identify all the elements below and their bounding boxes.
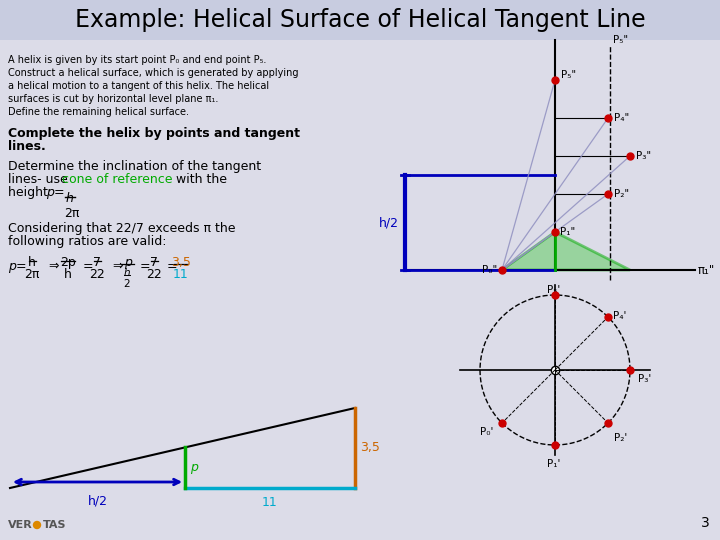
Text: p: p bbox=[190, 461, 198, 474]
Text: 3,5: 3,5 bbox=[171, 256, 191, 269]
Text: =: = bbox=[140, 260, 150, 273]
Text: height: height bbox=[8, 186, 52, 199]
Circle shape bbox=[34, 522, 40, 529]
Text: =: = bbox=[167, 260, 178, 273]
Text: p: p bbox=[124, 256, 132, 269]
Text: P₂': P₂' bbox=[614, 433, 627, 443]
Text: 2p: 2p bbox=[60, 256, 76, 269]
Text: 3: 3 bbox=[701, 516, 710, 530]
Text: h/2: h/2 bbox=[88, 494, 107, 507]
Text: P₅": P₅" bbox=[561, 70, 576, 80]
Text: h: h bbox=[64, 268, 72, 281]
Text: lines.: lines. bbox=[8, 140, 46, 153]
Text: Example: Helical Surface of Helical Tangent Line: Example: Helical Surface of Helical Tang… bbox=[75, 8, 645, 32]
Text: P₅': P₅' bbox=[547, 285, 560, 295]
Text: Complete the helix by points and tangent: Complete the helix by points and tangent bbox=[8, 127, 300, 140]
Text: following ratios are valid:: following ratios are valid: bbox=[8, 235, 166, 248]
Text: P₄": P₄" bbox=[614, 113, 629, 123]
Text: ⇒: ⇒ bbox=[112, 260, 122, 273]
Text: P₄': P₄' bbox=[613, 311, 626, 321]
Text: 7: 7 bbox=[93, 256, 101, 269]
Text: TAS: TAS bbox=[43, 520, 66, 530]
Text: Considering that 22/7 exceeds π the: Considering that 22/7 exceeds π the bbox=[8, 222, 235, 235]
Text: P₂": P₂" bbox=[614, 189, 629, 199]
Text: Determine the inclination of the tangent: Determine the inclination of the tangent bbox=[8, 160, 261, 173]
Text: p: p bbox=[46, 186, 54, 199]
Text: surfaces is cut by horizontal level plane π₁.: surfaces is cut by horizontal level plan… bbox=[8, 94, 218, 104]
Text: with the: with the bbox=[172, 173, 227, 186]
Text: P₁': P₁' bbox=[547, 459, 560, 469]
Text: 2π: 2π bbox=[64, 207, 79, 220]
Text: A helix is given by its start point P₀ and end point P₅.: A helix is given by its start point P₀ a… bbox=[8, 55, 266, 65]
Text: 11: 11 bbox=[173, 268, 189, 281]
Text: P₀': P₀' bbox=[480, 427, 493, 437]
Text: 22: 22 bbox=[146, 268, 162, 281]
Text: 3,5: 3,5 bbox=[360, 442, 380, 455]
Text: 2π: 2π bbox=[24, 268, 40, 281]
Polygon shape bbox=[502, 232, 630, 270]
Text: cone of reference: cone of reference bbox=[62, 173, 173, 186]
Text: ⇒: ⇒ bbox=[48, 260, 58, 273]
Text: P₃': P₃' bbox=[638, 374, 652, 384]
Text: =: = bbox=[16, 260, 27, 273]
Text: P₃": P₃" bbox=[636, 151, 651, 161]
Text: =: = bbox=[83, 260, 94, 273]
Text: 7: 7 bbox=[150, 256, 158, 269]
Text: h: h bbox=[124, 268, 130, 278]
Text: h: h bbox=[66, 192, 74, 205]
Text: Construct a helical surface, which is generated by applying: Construct a helical surface, which is ge… bbox=[8, 68, 299, 78]
Text: a helical motion to a tangent of this helix. The helical: a helical motion to a tangent of this he… bbox=[8, 81, 269, 91]
Text: P₁": P₁" bbox=[560, 227, 575, 237]
Text: P₅": P₅" bbox=[613, 35, 628, 45]
Text: Define the remaining helical surface.: Define the remaining helical surface. bbox=[8, 107, 189, 117]
Text: VER: VER bbox=[8, 520, 32, 530]
Text: h: h bbox=[28, 256, 36, 269]
Text: 2: 2 bbox=[124, 279, 130, 289]
Text: 22: 22 bbox=[89, 268, 105, 281]
Bar bbox=[0, 0, 720, 40]
Text: P₀": P₀" bbox=[482, 265, 498, 275]
Text: p: p bbox=[8, 260, 16, 273]
Text: 11: 11 bbox=[262, 496, 278, 509]
Text: π₁": π₁" bbox=[698, 264, 715, 276]
Text: =: = bbox=[54, 186, 65, 199]
Text: lines- use: lines- use bbox=[8, 173, 72, 186]
Text: h/2: h/2 bbox=[379, 216, 399, 229]
